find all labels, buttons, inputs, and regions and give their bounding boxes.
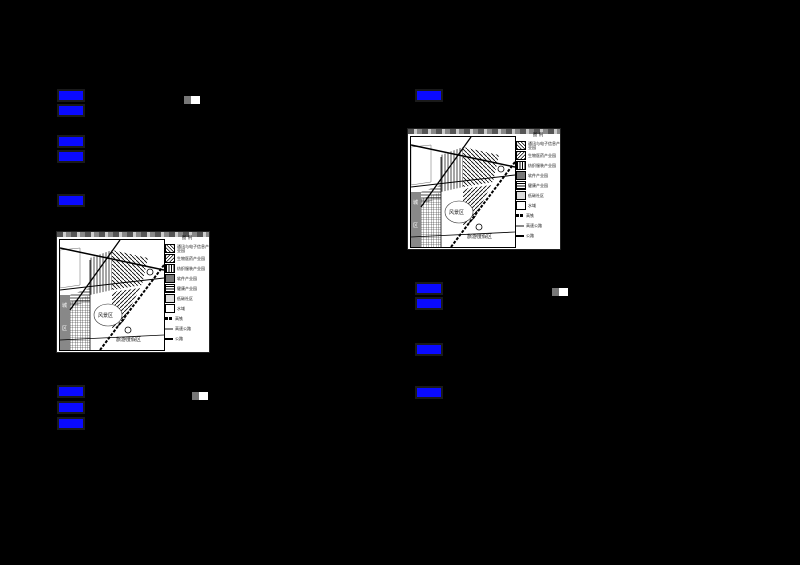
score-mark	[192, 392, 208, 400]
legend-item: 水域	[165, 304, 209, 314]
legend-item: 低碳社区	[165, 294, 209, 304]
legend-item: 健康产业园	[165, 284, 209, 294]
legend-title: 图 例	[181, 236, 193, 241]
map-label-scenic: 风景区	[98, 313, 114, 319]
legend-item: 高铁	[165, 314, 209, 324]
map-caption-bar	[57, 232, 209, 237]
question-tag	[57, 104, 85, 117]
map-legend: 图 例 通讯与电子信息产业园 生物医药产业园 纺织服装产业园 软件产业园 健康产…	[516, 133, 560, 241]
map-label-city: 城	[62, 303, 68, 309]
legend-item: 水域	[516, 201, 560, 211]
question-tag	[415, 297, 443, 310]
map-label-city: 区	[413, 223, 419, 229]
question-tag	[57, 417, 85, 430]
map-label-city: 城	[413, 200, 419, 206]
legend-item: 纺织服装产业园	[165, 264, 209, 274]
map-drawing	[59, 239, 165, 351]
legend-item: 纺织服装产业园	[516, 161, 560, 171]
legend-item: 通讯与电子信息产业园	[516, 141, 560, 151]
question-tag	[57, 135, 85, 148]
industrial-park-map: 城 区 风景区 旅游度假区 图 例 通讯与电子信息产业园 生物医药产业园 纺织服…	[407, 128, 561, 250]
map-label-city: 区	[62, 326, 68, 332]
question-tag	[57, 194, 85, 207]
score-mark	[552, 288, 568, 296]
legend-item: 公路	[165, 334, 209, 344]
question-tag	[57, 89, 85, 102]
legend-item: 高铁	[516, 211, 560, 221]
map-area: 城 区 风景区 旅游度假区	[59, 239, 165, 351]
map-area: 城 区 风景区 旅游度假区	[410, 136, 516, 248]
industrial-park-map: 城 区 风景区 旅游度假区 图 例 通讯与电子信息产业园 生物医药产业园 纺织服…	[56, 231, 210, 353]
map-caption-bar	[408, 129, 560, 134]
legend-item: 高速公路	[165, 324, 209, 334]
map-label-scenic: 风景区	[449, 210, 465, 216]
legend-item: 健康产业园	[516, 181, 560, 191]
question-tag	[415, 386, 443, 399]
question-tag	[415, 343, 443, 356]
map-label-resort: 旅游度假区	[467, 234, 493, 240]
question-tag	[57, 150, 85, 163]
question-tag	[57, 401, 85, 414]
legend-title: 图 例	[532, 133, 544, 138]
legend-item: 高速公路	[516, 221, 560, 231]
map-label-resort: 旅游度假区	[116, 337, 142, 343]
map-drawing	[410, 136, 516, 248]
question-tag	[415, 282, 443, 295]
legend-item: 软件产业园	[516, 171, 560, 181]
legend-item: 生物医药产业园	[516, 151, 560, 161]
question-tag	[415, 89, 443, 102]
question-tag	[57, 385, 85, 398]
legend-item: 公路	[516, 231, 560, 241]
legend-item: 软件产业园	[165, 274, 209, 284]
score-mark	[184, 96, 200, 104]
legend-item: 通讯与电子信息产业园	[165, 244, 209, 254]
legend-item: 生物医药产业园	[165, 254, 209, 264]
legend-item: 低碳社区	[516, 191, 560, 201]
map-legend: 图 例 通讯与电子信息产业园 生物医药产业园 纺织服装产业园 软件产业园 健康产…	[165, 236, 209, 344]
